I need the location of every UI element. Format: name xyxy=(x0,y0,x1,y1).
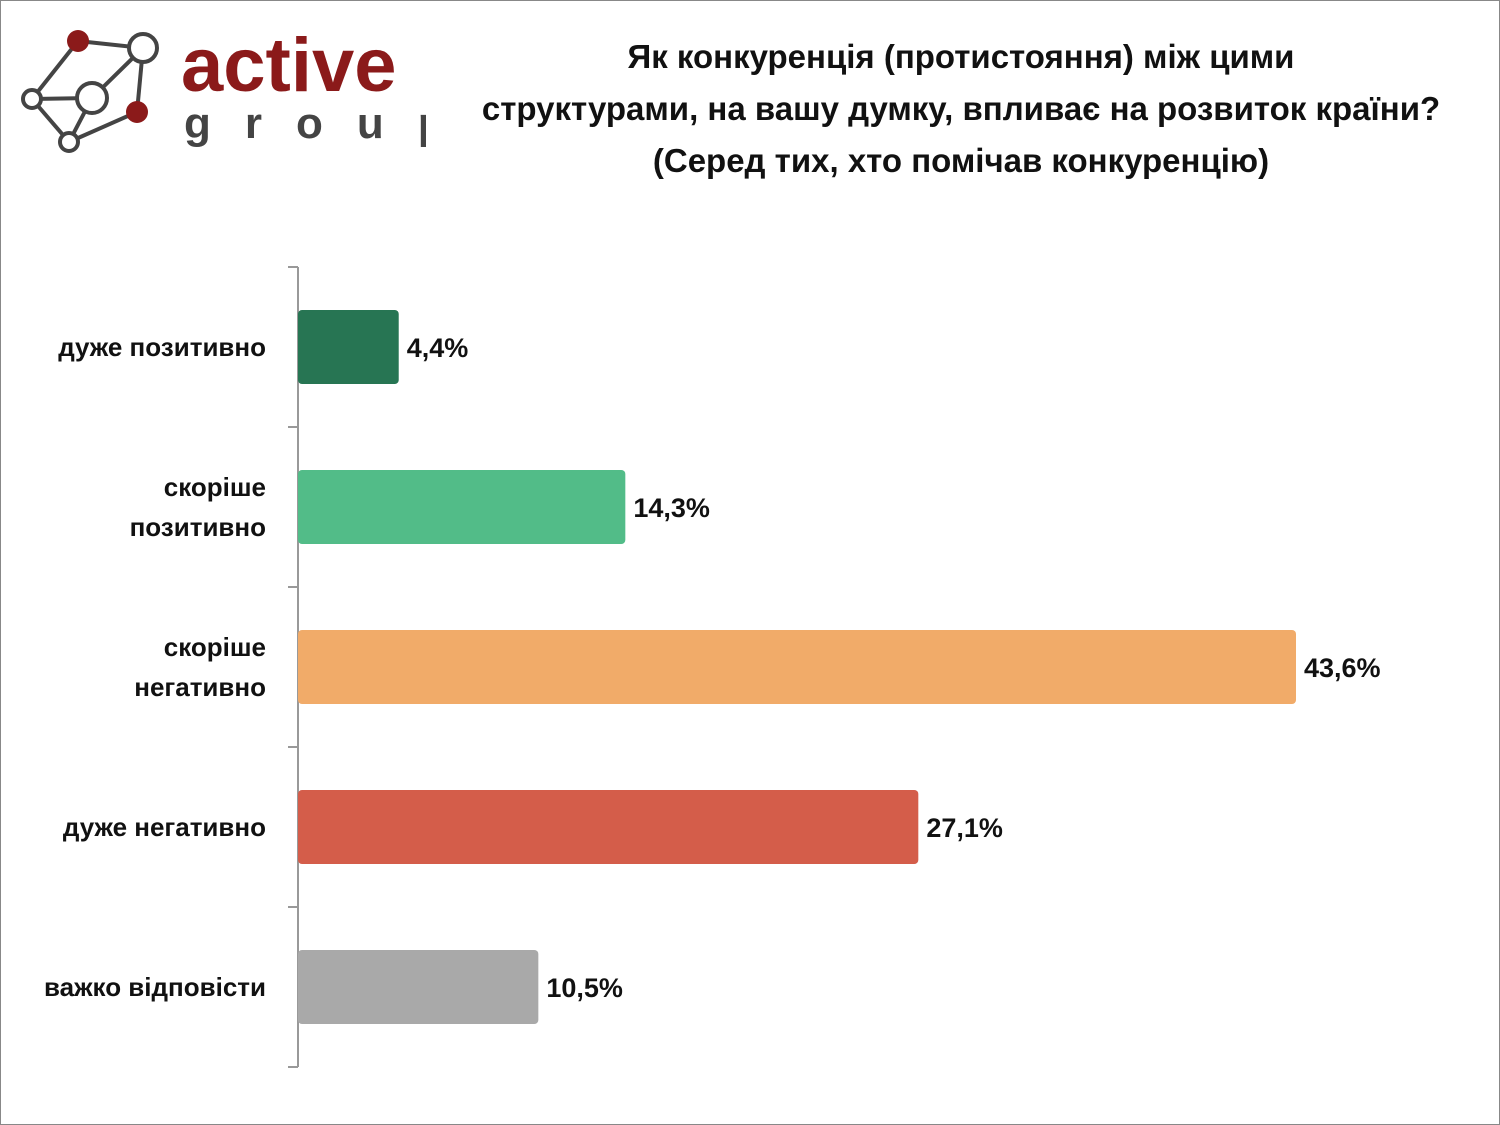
bar xyxy=(298,310,399,384)
logo-text-main: active xyxy=(181,26,397,108)
title-line: Як конкуренція (протистояння) між цими xyxy=(627,38,1295,75)
data-label: 10,5% xyxy=(546,973,623,1003)
bar xyxy=(298,470,626,544)
title-line: (Серед тих, хто помічав конкуренцію) xyxy=(652,142,1270,179)
bar xyxy=(298,950,539,1024)
data-label: 43,6% xyxy=(1304,653,1381,683)
category-label: важко відповісти xyxy=(44,972,266,1002)
chart-title: Як конкуренція (протистояння) між цими с… xyxy=(431,31,1491,187)
category-label: скоріше xyxy=(164,632,266,662)
category-label: дуже позитивно xyxy=(58,332,266,362)
category-label: позитивно xyxy=(130,512,266,542)
title-line: структурами, на вашу думку, впливає на р… xyxy=(481,90,1441,127)
logo-text-sub: group xyxy=(184,99,426,148)
data-label: 14,3% xyxy=(633,493,710,523)
category-label: дуже негативно xyxy=(63,812,266,842)
bar xyxy=(298,630,1296,704)
category-label: скоріше xyxy=(164,472,266,502)
active-group-logo: active group xyxy=(21,26,426,153)
bar xyxy=(298,790,919,864)
data-label: 4,4% xyxy=(407,333,469,363)
data-label: 27,1% xyxy=(926,813,1003,843)
category-label: негативно xyxy=(134,672,266,702)
